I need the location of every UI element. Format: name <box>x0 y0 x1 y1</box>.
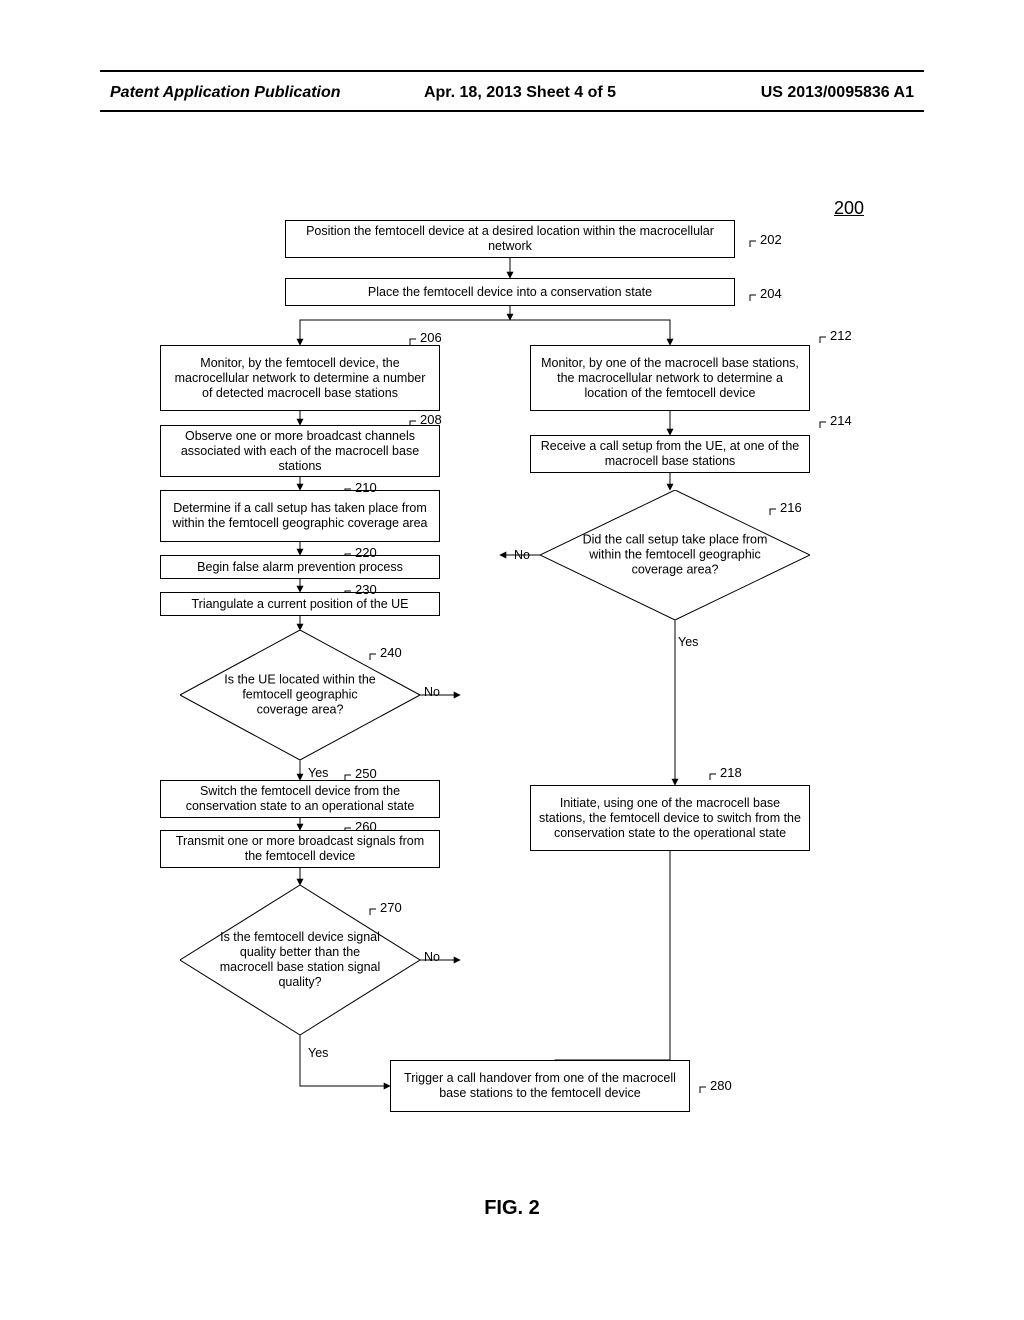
refnum-204: 204 <box>760 286 782 301</box>
refnum-212: 212 <box>830 328 852 343</box>
header-rule-top <box>100 70 924 72</box>
refnum-220: 220 <box>355 545 377 560</box>
edge <box>300 320 510 345</box>
figure-caption: FIG. 2 <box>0 1197 1024 1220</box>
header-rule-bottom <box>100 110 924 112</box>
flowchart-box-n260: Transmit one or more broadcast signals f… <box>160 830 440 868</box>
edge <box>555 851 670 1086</box>
header-right: US 2013/0095836 A1 <box>761 84 914 102</box>
flowchart-diagram: Position the femtocell device at a desir… <box>100 210 924 1210</box>
edge-label: Yes <box>308 1046 328 1060</box>
flowchart-decision-n216: Did the call setup take place from withi… <box>540 490 810 620</box>
header-center: Apr. 18, 2013 Sheet 4 of 5 <box>390 84 650 102</box>
edge-label: No <box>424 685 440 699</box>
flowchart-box-n210: Determine if a call setup has taken plac… <box>160 490 440 542</box>
refnum-214: 214 <box>830 413 852 428</box>
flowchart-box-n218: Initiate, using one of the macrocell bas… <box>530 785 810 851</box>
refnum-260: 260 <box>355 819 377 834</box>
refnum-240: 240 <box>380 645 402 660</box>
edge <box>510 320 670 345</box>
header-left: Patent Application Publication <box>110 84 341 102</box>
refnum-202: 202 <box>760 232 782 247</box>
refnum-280: 280 <box>710 1078 732 1093</box>
refnum-270: 270 <box>380 900 402 915</box>
refnum-leader <box>700 1087 706 1093</box>
refnum-210: 210 <box>355 480 377 495</box>
refnum-leader <box>750 295 756 301</box>
refnum-leader <box>710 774 716 780</box>
refnum-216: 216 <box>780 500 802 515</box>
flowchart-box-n208: Observe one or more broadcast channels a… <box>160 425 440 477</box>
flowchart-box-n212: Monitor, by one of the macrocell base st… <box>530 345 810 411</box>
flowchart-box-n206: Monitor, by the femtocell device, the ma… <box>160 345 440 411</box>
edge <box>300 1035 390 1086</box>
refnum-206: 206 <box>420 330 442 345</box>
flowchart-box-n220: Begin false alarm prevention process <box>160 555 440 579</box>
refnum-230: 230 <box>355 582 377 597</box>
flowchart-box-n202: Position the femtocell device at a desir… <box>285 220 735 258</box>
flowchart-box-n230: Triangulate a current position of the UE <box>160 592 440 616</box>
flowchart-box-n250: Switch the femtocell device from the con… <box>160 780 440 818</box>
refnum-leader <box>750 241 756 247</box>
flowchart-box-n204: Place the femtocell device into a conser… <box>285 278 735 306</box>
refnum-250: 250 <box>355 766 377 781</box>
flowchart-box-n280: Trigger a call handover from one of the … <box>390 1060 690 1112</box>
edge-label: No <box>514 548 530 562</box>
refnum-leader <box>820 422 826 428</box>
refnum-218: 218 <box>720 765 742 780</box>
refnum-leader <box>820 337 826 343</box>
refnum-208: 208 <box>420 412 442 427</box>
edge-label: Yes <box>308 766 328 780</box>
edge-label: No <box>424 950 440 964</box>
flowchart-box-n214: Receive a call setup from the UE, at one… <box>530 435 810 473</box>
edge-label: Yes <box>678 635 698 649</box>
